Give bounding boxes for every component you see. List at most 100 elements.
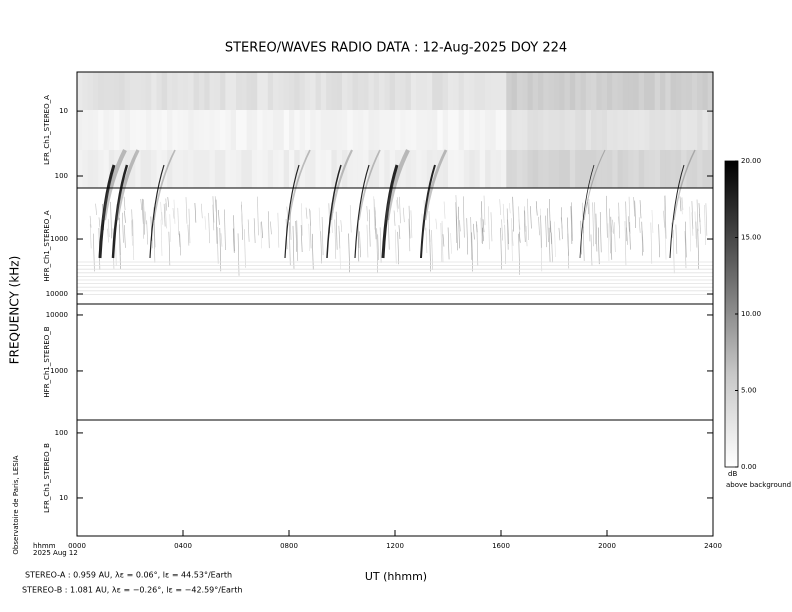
texture xyxy=(177,72,184,110)
texture xyxy=(304,72,311,110)
texture xyxy=(649,72,656,110)
texture xyxy=(108,72,115,110)
texture xyxy=(596,72,603,110)
texture xyxy=(564,150,571,188)
texture xyxy=(366,224,369,258)
burst xyxy=(111,164,129,259)
texture xyxy=(506,208,509,250)
texture xyxy=(660,72,666,110)
texture xyxy=(349,205,352,233)
texture xyxy=(145,150,152,188)
texture xyxy=(691,72,698,110)
texture xyxy=(416,72,422,110)
texture xyxy=(644,150,650,188)
texture xyxy=(161,150,168,188)
texture xyxy=(178,233,181,248)
texture xyxy=(114,110,120,150)
texture xyxy=(516,110,523,150)
burst-faint xyxy=(153,149,176,221)
texture xyxy=(522,72,528,110)
texture xyxy=(273,72,279,110)
texture xyxy=(172,72,179,110)
texture xyxy=(305,207,308,219)
texture xyxy=(326,150,332,188)
x-tick-label: 1200 xyxy=(386,542,404,550)
texture xyxy=(665,72,672,110)
texture xyxy=(548,227,551,263)
texture xyxy=(442,110,449,150)
texture xyxy=(295,221,298,252)
texture xyxy=(400,110,407,150)
texture xyxy=(516,150,523,188)
texture xyxy=(368,72,375,110)
texture xyxy=(251,72,258,110)
texture xyxy=(236,110,242,150)
texture xyxy=(606,195,608,238)
texture xyxy=(87,150,94,188)
texture xyxy=(320,72,327,110)
texture xyxy=(257,72,263,110)
texture xyxy=(89,215,92,228)
texture xyxy=(130,150,136,188)
texture xyxy=(173,199,176,224)
panel-label: HFR_Ch1_STEREO_B xyxy=(43,326,51,397)
texture xyxy=(277,212,280,248)
texture xyxy=(518,231,521,243)
texture xyxy=(289,72,295,110)
texture xyxy=(633,150,640,188)
texture xyxy=(294,110,301,150)
texture xyxy=(617,110,624,150)
texture xyxy=(448,150,454,188)
texture xyxy=(289,150,295,188)
texture xyxy=(610,221,613,233)
texture xyxy=(135,72,142,110)
texture xyxy=(301,203,303,236)
texture xyxy=(453,110,460,150)
texture xyxy=(670,150,677,188)
texture xyxy=(527,198,529,240)
texture xyxy=(500,227,502,270)
texture xyxy=(543,72,550,110)
texture xyxy=(144,211,147,225)
texture xyxy=(527,110,534,150)
colorbar-tick-label: 20.00 xyxy=(741,157,761,165)
texture xyxy=(511,110,518,150)
texture xyxy=(441,220,444,263)
texture xyxy=(320,110,327,150)
texture xyxy=(156,150,163,188)
panel-label: LFR_Ch1_STEREO_A xyxy=(43,95,51,165)
texture xyxy=(209,150,216,188)
texture xyxy=(501,219,503,241)
texture xyxy=(140,110,147,150)
texture xyxy=(691,201,694,230)
texture xyxy=(140,72,147,110)
texture xyxy=(262,150,269,188)
texture xyxy=(244,229,246,268)
texture xyxy=(340,220,343,232)
texture xyxy=(421,110,428,150)
texture xyxy=(527,150,534,188)
texture xyxy=(384,72,391,110)
texture xyxy=(426,72,433,110)
texture xyxy=(490,212,493,242)
texture xyxy=(193,72,200,110)
texture xyxy=(82,72,89,110)
texture xyxy=(525,225,528,247)
y-tick-label: 1000 xyxy=(50,367,68,375)
texture xyxy=(300,225,303,253)
texture xyxy=(103,110,110,150)
texture xyxy=(320,231,322,264)
texture xyxy=(225,150,232,188)
texture xyxy=(585,110,592,150)
texture xyxy=(160,219,163,256)
credit: Observatoire de Paris, LESIA xyxy=(12,455,20,554)
texture xyxy=(331,110,338,150)
texture xyxy=(296,220,299,261)
burst-faint xyxy=(423,149,448,221)
texture xyxy=(368,150,375,188)
texture xyxy=(575,150,581,188)
texture xyxy=(331,150,338,188)
texture xyxy=(389,72,396,110)
texture xyxy=(443,201,446,219)
